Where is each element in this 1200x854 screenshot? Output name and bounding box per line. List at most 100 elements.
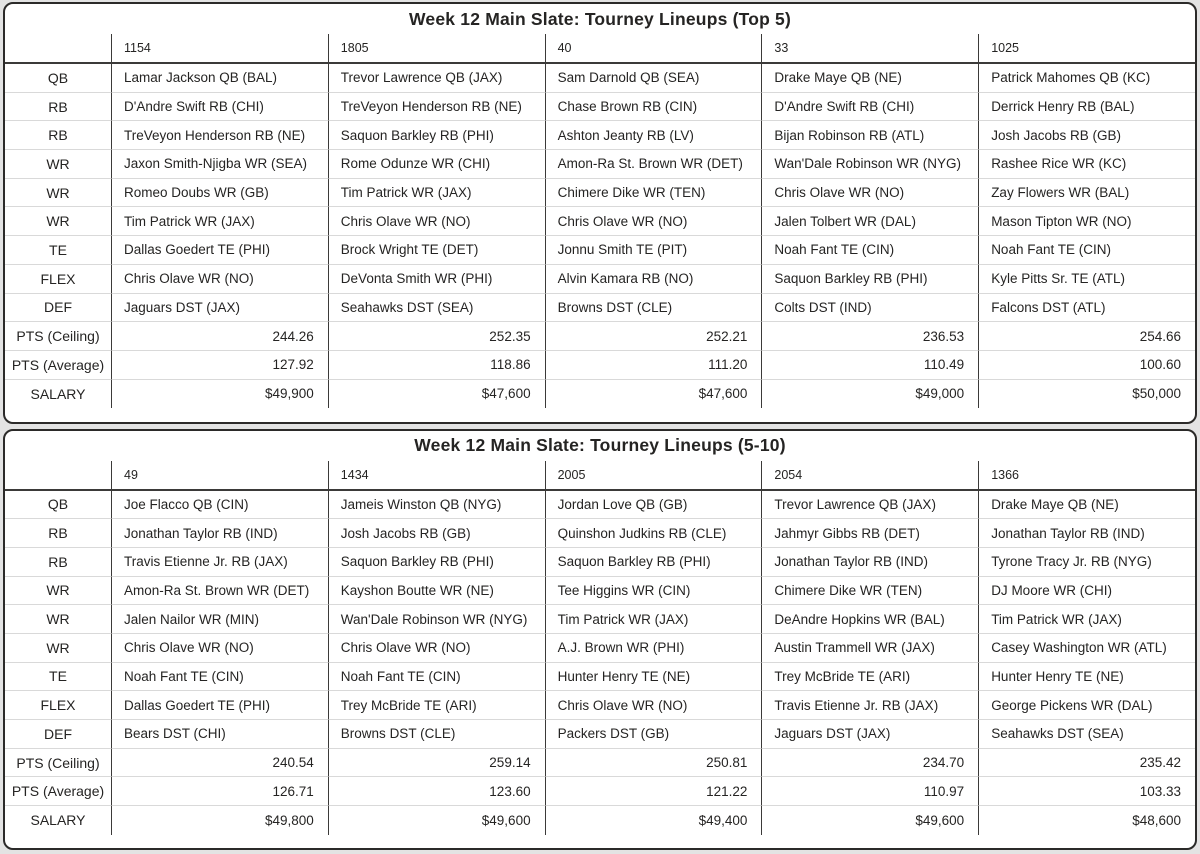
player-cell: Joe Flacco QB (CIN) (111, 490, 328, 520)
player-cell: Saquon Barkley RB (PHI) (327, 121, 545, 151)
row-label-pts-ceiling: PTS (Ceiling) (5, 749, 111, 778)
row-label-te: TE (5, 236, 111, 265)
row-label-def: DEF (5, 720, 111, 749)
player-cell: Jordan Love QB (GB) (544, 490, 762, 520)
stat-value-cell: 100.60 (978, 350, 1195, 380)
player-cell: Saquon Barkley RB (PHI) (544, 547, 762, 577)
player-cell: Colts DST (IND) (761, 293, 979, 323)
lineup-id-header: 1434 (327, 460, 545, 491)
lineup-table-top5: Week 12 Main Slate: Tourney Lineups (Top… (3, 2, 1197, 424)
row-label-rb2: RB (5, 121, 111, 151)
player-cell: TreVeyon Henderson RB (NE) (111, 121, 328, 151)
lineup-id-header: 33 (761, 34, 979, 64)
salary-cell: $47,600 (544, 379, 762, 409)
stat-value-cell: 252.21 (544, 322, 762, 351)
player-cell: D'Andre Swift RB (CHI) (111, 92, 328, 122)
player-cell: Jonathan Taylor RB (IND) (761, 547, 979, 577)
lineup-id-header: 1366 (978, 460, 1195, 491)
stat-value-cell: 234.70 (761, 748, 979, 778)
salary-cell: $49,600 (327, 806, 545, 835)
player-cell: Trey McBride TE (ARI) (761, 662, 979, 692)
player-cell: Tim Patrick WR (JAX) (544, 605, 762, 634)
stat-value-cell: 103.33 (978, 777, 1195, 807)
player-cell: Seahawks DST (SEA) (327, 293, 545, 323)
player-cell: Rashee Rice WR (KC) (978, 150, 1195, 179)
stat-value-cell: 236.53 (761, 322, 979, 351)
table-title-top5: Week 12 Main Slate: Tourney Lineups (Top… (409, 8, 791, 29)
stat-value-cell: 240.54 (111, 748, 328, 778)
player-cell: Dallas Goedert TE (PHI) (111, 236, 328, 265)
player-cell: Jonathan Taylor RB (IND) (111, 519, 328, 548)
player-cell: Travis Etienne Jr. RB (JAX) (761, 691, 979, 720)
player-cell: Bears DST (CHI) (111, 720, 328, 749)
player-cell: DeAndre Hopkins WR (BAL) (761, 605, 979, 634)
player-cell: Chris Olave WR (NO) (327, 633, 545, 663)
player-cell: DeVonta Smith WR (PHI) (327, 264, 545, 294)
player-cell: Romeo Doubs WR (GB) (111, 178, 328, 208)
lineup-id-header: 1805 (327, 34, 545, 64)
player-cell: Bijan Robinson RB (ATL) (761, 121, 979, 151)
player-cell: Chris Olave WR (NO) (544, 691, 762, 720)
player-cell: Hunter Henry TE (NE) (978, 662, 1195, 692)
stat-value-cell: 127.92 (111, 350, 328, 380)
player-cell: Saquon Barkley RB (PHI) (761, 264, 979, 294)
player-cell: Zay Flowers WR (BAL) (978, 178, 1195, 208)
player-cell: Chimere Dike WR (TEN) (761, 576, 979, 606)
lineup-id-header: 40 (544, 34, 762, 64)
player-cell: Jahmyr Gibbs RB (DET) (761, 519, 979, 548)
player-cell: Mason Tipton WR (NO) (978, 207, 1195, 237)
stat-value-cell: 250.81 (544, 748, 762, 778)
stat-value-cell: 252.35 (327, 322, 545, 351)
row-label-wr2: WR (5, 179, 111, 208)
stat-value-cell: 110.49 (761, 350, 979, 380)
lineup-grid-5-10: 49 1434 2005 2054 1366 QB Joe Flacco QB … (5, 460, 1195, 835)
player-cell: Tim Patrick WR (JAX) (111, 207, 328, 237)
player-cell: Trey McBride TE (ARI) (327, 691, 545, 720)
player-cell: Travis Etienne Jr. RB (JAX) (111, 547, 328, 577)
stat-value-cell: 259.14 (327, 748, 545, 778)
stat-value-cell: 254.66 (978, 322, 1195, 351)
player-cell: D'Andre Swift RB (CHI) (761, 92, 979, 122)
player-cell: Falcons DST (ATL) (978, 293, 1195, 323)
salary-cell: $49,000 (761, 379, 978, 409)
player-cell: Noah Fant TE (CIN) (111, 662, 328, 692)
player-cell: DJ Moore WR (CHI) (978, 576, 1195, 606)
player-cell: Noah Fant TE (CIN) (327, 662, 545, 692)
player-cell: Brock Wright TE (DET) (327, 236, 545, 265)
player-cell: Jalen Tolbert WR (DAL) (761, 207, 979, 237)
player-cell: Jaguars DST (JAX) (111, 293, 328, 323)
player-cell: Jonnu Smith TE (PIT) (544, 236, 762, 265)
player-cell: Rome Odunze WR (CHI) (327, 150, 545, 179)
player-cell: Drake Maye QB (NE) (761, 64, 979, 93)
stat-value-cell: 235.42 (978, 748, 1195, 778)
stat-value-cell: 121.22 (544, 777, 762, 807)
player-cell: Josh Jacobs RB (GB) (978, 121, 1195, 151)
row-label-def: DEF (5, 294, 111, 323)
row-label-flex: FLEX (5, 265, 111, 294)
salary-cell: $49,800 (111, 806, 328, 835)
salary-cell: $49,600 (761, 806, 978, 835)
row-label-salary: SALARY (30, 385, 86, 402)
lineup-id-header: 49 (111, 460, 328, 491)
player-cell: Sam Darnold QB (SEA) (544, 64, 762, 93)
lineup-id-header: 2054 (761, 460, 979, 491)
player-cell: Hunter Henry TE (NE) (544, 662, 762, 692)
player-cell: Wan'Dale Robinson WR (NYG) (761, 150, 979, 179)
player-cell: Saquon Barkley RB (PHI) (327, 547, 545, 577)
stat-value-cell: 244.26 (111, 322, 328, 351)
player-cell: George Pickens WR (DAL) (978, 691, 1195, 720)
row-label-wr3: WR (5, 634, 111, 663)
player-cell: Quinshon Judkins RB (CLE) (544, 519, 762, 548)
player-cell: Amon-Ra St. Brown WR (DET) (111, 576, 328, 606)
row-label-wr1: WR (5, 150, 111, 179)
player-cell: Kayshon Boutte WR (NE) (327, 576, 545, 606)
player-cell: Jameis Winston QB (NYG) (327, 490, 545, 520)
row-label-rb2: RB (5, 548, 111, 577)
stat-value-cell: 118.86 (327, 350, 545, 380)
row-label-flex: FLEX (5, 691, 111, 720)
stat-value-cell: 126.71 (111, 777, 328, 807)
player-cell: Seahawks DST (SEA) (978, 720, 1195, 749)
player-cell: Chimere Dike WR (TEN) (544, 178, 762, 208)
player-cell: Jonathan Taylor RB (IND) (978, 519, 1195, 548)
player-cell: Tim Patrick WR (JAX) (978, 605, 1195, 634)
